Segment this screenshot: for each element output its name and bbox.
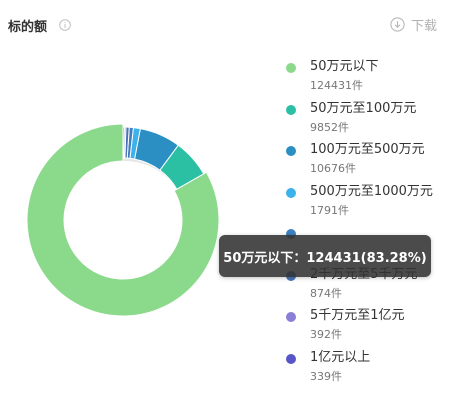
chart-tooltip: 50万元以下：124431(83.28%) [219,235,431,277]
legend-count: 124431件 [310,79,363,92]
legend-dot [286,63,296,73]
pie-slice[interactable] [26,123,220,317]
legend-dot [286,353,296,364]
pie-slice[interactable] [159,144,205,190]
legend-label [310,223,433,224]
legend-dot [286,187,296,198]
legend-count: 9852件 [310,120,349,134]
legend-count: 874件 [310,286,342,300]
legend-item[interactable]: 5千万元至1亿元 392件 [286,306,433,348]
legend-count: 339件 [310,369,342,383]
legend-label: 100万元至500万元 [310,142,425,157]
legend-count: 1791件 [310,203,349,217]
legend-item[interactable]: 50万元以下 124431件 [286,57,433,99]
legend-count: 392件 [310,328,342,341]
legend-item[interactable] [286,223,433,265]
legend-dot [286,146,296,156]
legend-dot [286,229,296,239]
legend: 50万元以下 124431件 50万元至100万元 9852件 100万元至500万元 1… [286,57,433,389]
legend-label: 50万元至100万元 [310,100,417,116]
download-icon [390,17,405,32]
download-button[interactable]: 下载 [390,15,437,34]
legend-label: 5千万元至1亿元 [310,308,405,323]
download-label: 下载 [410,19,437,34]
legend-label: 500万元至1000万元 [310,183,433,199]
legend-count: 10676件 [310,162,356,175]
legend-label: 50万元以下 [310,59,379,74]
legend-item[interactable]: 50万元至100万元 9852件 [286,99,433,141]
legend-label: 1亿元以上 [310,349,371,365]
legend-item[interactable]: 1亿元以上 339件 [286,348,433,390]
legend-dot [286,104,296,115]
pie-slice[interactable] [122,126,125,159]
info-icon[interactable] [59,19,71,31]
legend-dot [286,312,296,322]
chart-title: 标的额 [8,20,48,35]
legend-item[interactable]: 500万元至1000万元 1791件 [286,182,433,224]
legend-item[interactable]: 100万元至500万元 10676件 [286,140,433,182]
pie-slice[interactable] [133,128,179,171]
